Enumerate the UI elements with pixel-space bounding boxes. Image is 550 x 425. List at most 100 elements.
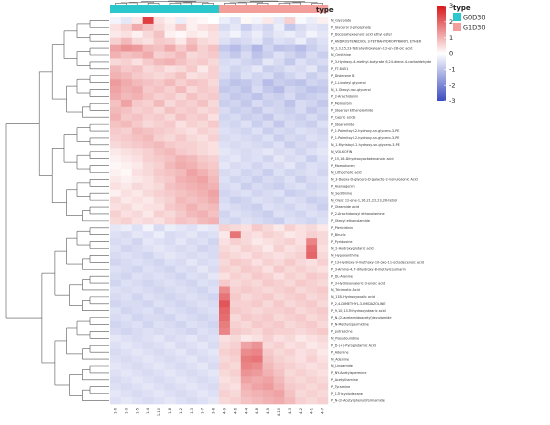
heatmap-cell xyxy=(317,93,329,101)
heatmap-cell xyxy=(219,334,231,343)
heatmap-cell xyxy=(240,251,252,260)
heatmap-cell xyxy=(142,217,154,225)
heatmap-cell xyxy=(164,245,176,253)
heatmap-cell xyxy=(142,162,154,170)
heatmap-cell xyxy=(197,30,209,39)
heatmap-cell xyxy=(251,279,263,287)
heatmap-cell xyxy=(229,106,242,115)
heatmap-cell xyxy=(153,217,165,225)
row-label: P_Capric acids xyxy=(331,115,356,119)
heatmap-cell xyxy=(317,162,329,170)
heatmap-cell xyxy=(208,86,220,94)
heatmap-cell xyxy=(229,314,242,322)
heatmap-cell xyxy=(153,272,165,280)
heatmap-cell xyxy=(284,58,296,66)
heatmap-cell xyxy=(219,79,231,87)
heatmap-cell xyxy=(175,369,187,377)
heatmap-cell xyxy=(131,113,143,121)
heatmap-cell xyxy=(131,265,143,273)
heatmap-cell xyxy=(175,113,187,121)
heatmap-cell xyxy=(208,127,220,135)
heatmap-cell xyxy=(197,58,209,66)
heatmap-cell xyxy=(197,155,209,163)
heatmap-cell xyxy=(317,245,329,253)
heatmap-cell xyxy=(175,258,187,267)
heatmap-cell xyxy=(120,314,133,322)
heatmap-cell xyxy=(219,37,231,45)
heatmap-cell xyxy=(295,334,307,343)
heatmap-cell xyxy=(219,383,231,391)
heatmap-cell xyxy=(142,203,154,211)
heatmap-cell xyxy=(229,327,242,336)
heatmap-cell xyxy=(251,238,263,246)
heatmap-cell xyxy=(175,272,187,280)
heatmap-cell xyxy=(120,196,133,204)
heatmap-cell xyxy=(164,362,176,370)
heatmap-cell xyxy=(164,231,176,239)
heatmap-cell xyxy=(142,79,154,87)
row-label: P_Oleamide acid xyxy=(331,205,359,209)
heatmap-cell xyxy=(317,141,329,149)
heatmap-cell xyxy=(164,300,176,308)
heatmap-cell xyxy=(175,238,187,246)
heatmap-cell xyxy=(120,231,133,239)
column-label: 4-6 xyxy=(233,407,237,414)
heatmap-cell xyxy=(251,203,263,211)
heatmap-cell xyxy=(229,383,242,391)
heatmap-cell xyxy=(142,72,154,80)
heatmap-cell xyxy=(229,148,242,156)
heatmap-cell xyxy=(208,348,220,356)
heatmap-cell xyxy=(262,113,274,121)
heatmap-cell xyxy=(295,355,307,363)
heatmap-cell xyxy=(208,272,220,280)
heatmap-cell xyxy=(110,72,122,80)
heatmap-cell xyxy=(317,369,329,377)
heatmap-cell xyxy=(273,106,285,115)
row-label: P_DL-Alanine xyxy=(331,274,353,278)
heatmap-cell xyxy=(142,224,154,232)
heatmap-cell xyxy=(251,134,263,142)
heatmap-cell xyxy=(295,189,307,197)
heatmap-cell xyxy=(131,397,143,405)
color-scale-tick-label: -2 xyxy=(449,81,455,89)
heatmap-cell xyxy=(229,265,242,273)
heatmap-cell xyxy=(317,355,329,363)
heatmap-cell xyxy=(131,390,143,398)
heatmap-cell xyxy=(317,148,329,156)
heatmap-cell xyxy=(229,17,242,25)
heatmap-cell xyxy=(306,224,318,232)
heatmap-cell xyxy=(186,217,198,225)
heatmap-cell xyxy=(164,224,176,232)
heatmap-cell xyxy=(240,203,252,211)
heatmap-cell xyxy=(240,210,252,218)
heatmap-cell xyxy=(131,238,143,246)
heatmap-cell xyxy=(120,251,133,260)
heatmap-cell xyxy=(273,314,285,322)
heatmap-cell xyxy=(262,383,274,391)
heatmap-cell xyxy=(197,314,209,322)
heatmap-cell xyxy=(273,321,285,329)
heatmap-cell xyxy=(219,127,231,135)
heatmap-cell xyxy=(295,376,307,384)
column-label: 1-8 xyxy=(168,407,172,414)
row-dendrogram xyxy=(5,20,109,401)
heatmap-cell xyxy=(219,293,231,301)
heatmap-cell xyxy=(153,86,165,94)
heatmap-cell xyxy=(164,355,176,363)
heatmap-cell xyxy=(110,258,122,267)
heatmap-cell xyxy=(164,293,176,301)
heatmap-cell xyxy=(164,258,176,267)
heatmap-cell xyxy=(262,224,274,232)
heatmap-cell xyxy=(142,286,154,294)
heatmap-cell xyxy=(306,390,318,398)
heatmap-cell xyxy=(219,182,231,191)
heatmap-cell xyxy=(131,23,143,32)
heatmap-cell xyxy=(175,203,187,211)
heatmap-cell xyxy=(251,376,263,384)
heatmap-cell xyxy=(251,169,263,177)
heatmap-cell xyxy=(219,106,231,115)
heatmap-cell xyxy=(131,99,143,108)
heatmap-cell xyxy=(240,65,252,73)
heatmap-cell xyxy=(251,30,263,39)
heatmap-cell xyxy=(186,189,198,197)
